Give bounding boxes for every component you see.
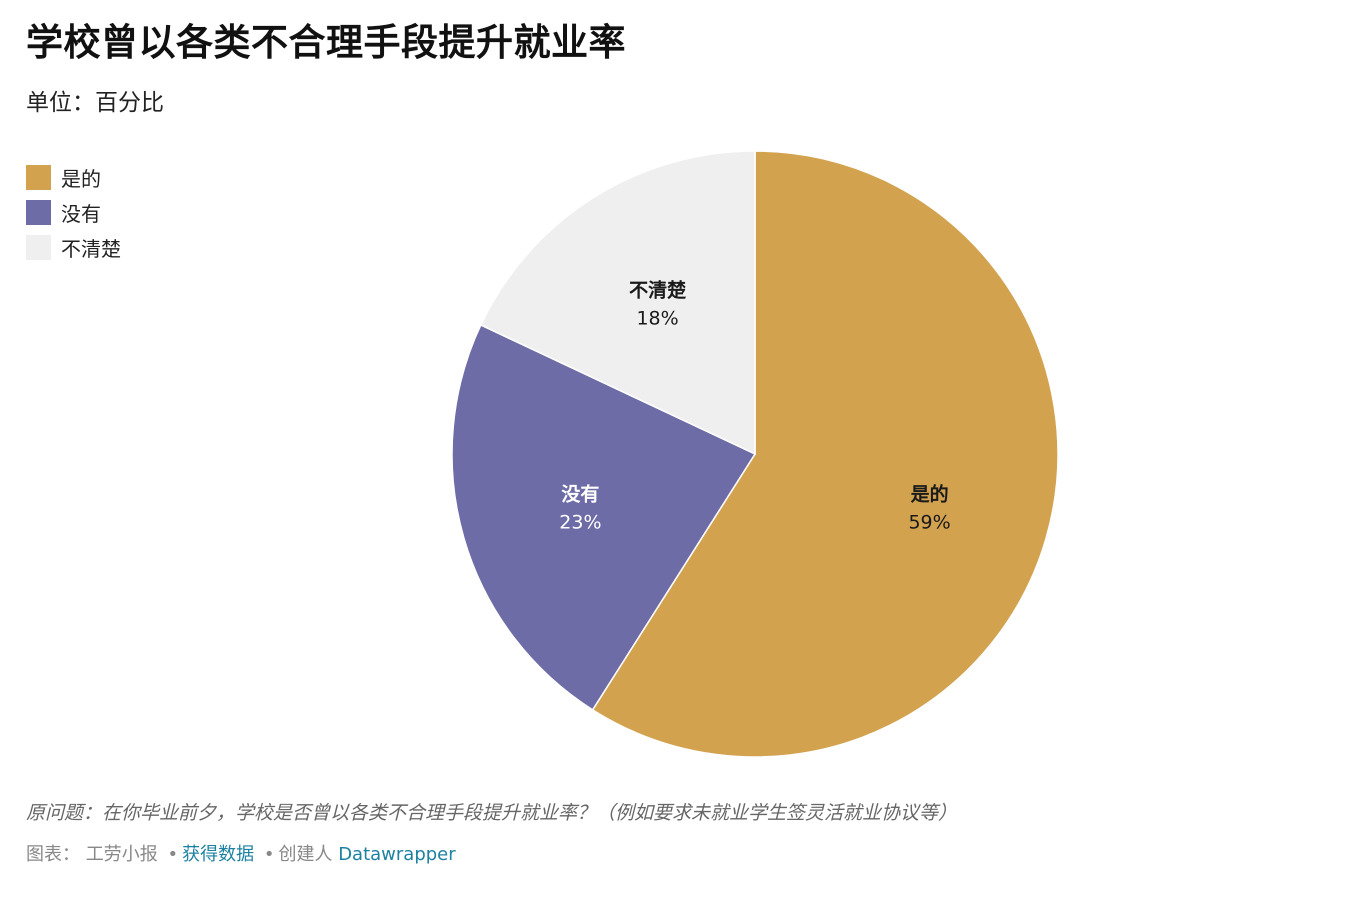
- chart-title: 学校曾以各类不合理手段提升就业率: [26, 21, 626, 64]
- legend-item-yes: 是的: [26, 160, 121, 195]
- footer-separator: •: [167, 844, 179, 865]
- slice-name-label: 不清楚: [629, 279, 686, 302]
- pie-slice: [479, 150, 756, 456]
- legend-swatch: [26, 200, 51, 225]
- pie-slice: [451, 323, 757, 711]
- slice-name-label: 没有: [561, 483, 599, 506]
- chart-footer: 图表： 工劳小报 • 获得数据 • 创建人 Datawrapper: [26, 840, 456, 866]
- footer-created-by: 创建人: [278, 844, 333, 865]
- legend-item-unsure: 不清楚: [26, 230, 121, 265]
- slice-value-label: 23%: [559, 512, 601, 534]
- pie-slices: [451, 150, 1059, 758]
- footer-author: 工劳小报: [85, 844, 158, 865]
- slice-name-label: 是的: [911, 483, 949, 506]
- footer-chart-prefix: 图表：: [26, 844, 80, 865]
- legend: 是的 没有 不清楚: [26, 160, 121, 265]
- legend-swatch: [26, 165, 51, 190]
- source-note: 原问题：在你毕业前夕，学校是否曾以各类不合理手段提升就业率？（例如要求未就业学生…: [26, 802, 958, 824]
- get-data-link[interactable]: 获得数据: [182, 844, 255, 865]
- footer-separator: •: [263, 844, 275, 865]
- chart-subtitle: 单位：百分比: [26, 90, 164, 116]
- pie-labels: 是的 59% 没有 23% 不清楚 18%: [559, 279, 950, 534]
- slice-value-label: 18%: [636, 308, 678, 330]
- slice-value-label: 59%: [908, 512, 950, 534]
- legend-item-no: 没有: [26, 195, 121, 230]
- legend-swatch: [26, 235, 51, 260]
- legend-label: 没有: [61, 202, 101, 226]
- datawrapper-link[interactable]: Datawrapper: [338, 844, 456, 865]
- pie-slice: [591, 150, 1059, 758]
- legend-label: 不清楚: [61, 237, 121, 261]
- pie-chart: 是的 59% 没有 23% 不清楚 18%: [451, 150, 1059, 758]
- legend-label: 是的: [61, 167, 101, 191]
